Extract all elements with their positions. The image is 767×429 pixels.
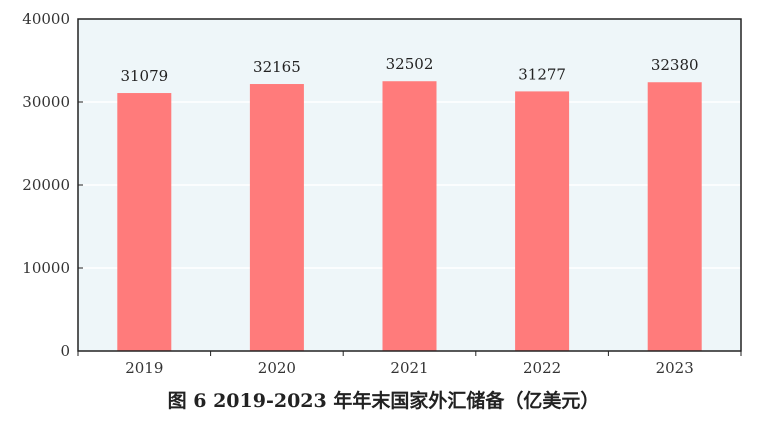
bar-2021 bbox=[382, 81, 437, 351]
y-axis: 0 10000 20000 30000 40000 bbox=[22, 10, 83, 360]
y-tick-label: 30000 bbox=[22, 93, 70, 111]
x-tick-label-2022: 2022 bbox=[523, 359, 561, 377]
x-tick-label-2020: 2020 bbox=[258, 359, 296, 377]
data-label-2019: 31079 bbox=[120, 67, 168, 85]
x-tick-label-2019: 2019 bbox=[125, 359, 163, 377]
bar-2019 bbox=[117, 93, 172, 351]
figure-caption: 图 6 2019-2023 年年末国家外汇储备（亿美元） bbox=[167, 390, 600, 412]
data-label-2021: 32502 bbox=[386, 55, 434, 73]
x-tick-label-2023: 2023 bbox=[656, 359, 694, 377]
bar-2022 bbox=[515, 91, 570, 351]
x-axis: 2019 2020 2021 2022 2023 bbox=[77, 351, 742, 377]
bars-group bbox=[117, 81, 702, 351]
x-tick-label-2021: 2021 bbox=[390, 359, 428, 377]
y-tick-label: 10000 bbox=[22, 259, 70, 277]
data-label-2022: 31277 bbox=[518, 65, 566, 83]
bar-2023 bbox=[647, 82, 702, 351]
data-labels-group: 31079 32165 32502 31277 32380 bbox=[120, 55, 698, 85]
data-label-2020: 32165 bbox=[253, 58, 301, 76]
data-label-2023: 32380 bbox=[651, 56, 699, 74]
bar-2020 bbox=[249, 84, 304, 351]
y-tick-label: 20000 bbox=[22, 176, 70, 194]
y-tick-label: 0 bbox=[60, 342, 70, 360]
y-tick-label: 40000 bbox=[22, 10, 70, 28]
